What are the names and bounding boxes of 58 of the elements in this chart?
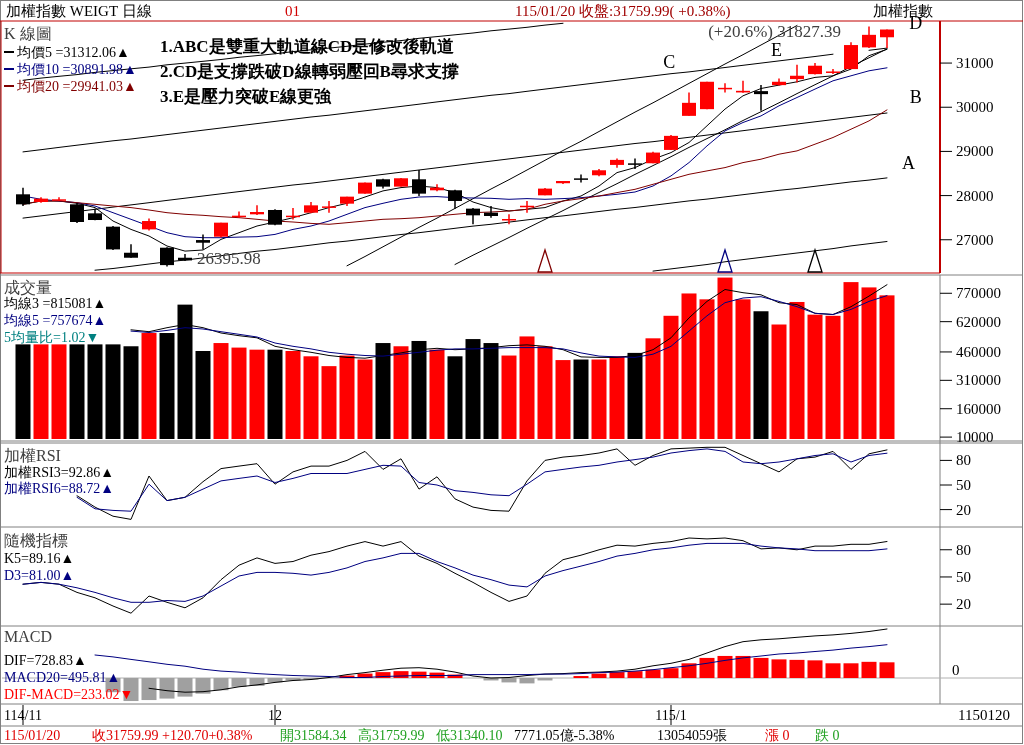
text: 開31584.34: [280, 727, 347, 743]
series-label: E: [770, 39, 782, 60]
text: 加權指數 WEIGT 日線: [6, 3, 152, 19]
text: 漲 0: [765, 727, 790, 743]
text: 0: [952, 662, 960, 678]
annotation: 5均量比=1.02▼: [4, 329, 100, 345]
x-tick-label: 115/1: [655, 707, 687, 723]
chart-title: 加權RSI: [4, 446, 61, 464]
y-tick-label: 620000: [956, 313, 1001, 330]
y-tick-label: 50: [956, 568, 971, 585]
annotation: 2.CD是支撐跌破D線轉弱壓回B尋求支撐: [160, 61, 459, 81]
text: 均線3 =815081▲: [3, 295, 107, 311]
chart-title: 成交量: [4, 278, 52, 296]
y-tick-label: 29000: [956, 143, 994, 160]
series-label: D3=81.00▲: [4, 567, 75, 583]
y-tick-label: 30000: [956, 99, 994, 116]
text: 收31759.99 +120.70+0.38%: [92, 727, 253, 743]
y-tick-label: 460000: [956, 343, 1001, 360]
text: 13054059張: [657, 727, 727, 743]
chart-title: 隨機指標: [4, 531, 68, 549]
y-tick-label: 31000: [956, 55, 994, 72]
text: 01: [285, 3, 300, 19]
y-tick-label: 27000: [956, 231, 994, 248]
y-tick-label: 50: [956, 477, 971, 493]
series-label: B: [909, 87, 922, 108]
series-label: MACD20=495.81▲: [4, 669, 121, 685]
series-label: C: [663, 52, 676, 73]
series-label: 加權RSI6=88.72▲: [4, 480, 115, 496]
text: DIF=728.83▲: [4, 652, 87, 668]
annotation: 3.E是壓力突破E線更強: [160, 86, 333, 106]
legend-label: 均價5 =31312.06▲: [16, 44, 130, 60]
text: 1150120: [958, 707, 1010, 723]
x-tick-label: 12: [268, 707, 282, 723]
series-label: 均線5 =757674▲: [3, 312, 107, 328]
x-tick-label: 114/11: [4, 707, 42, 723]
y-tick-label: 160000: [956, 400, 1001, 417]
legend-label: 均價20 =29941.03▲: [16, 78, 137, 94]
y-tick-label: 10000: [956, 429, 994, 446]
y-tick-label: 80: [956, 452, 971, 469]
series-label: A: [902, 153, 916, 174]
text: 低31340.10: [436, 727, 503, 743]
y-tick-label: 770000: [956, 285, 1001, 302]
legend-label: 均價10 =30891.98▲: [16, 61, 137, 77]
series-label: DIF-MACD=233.02▼: [4, 686, 134, 702]
y-tick-label: 310000: [956, 372, 1001, 389]
chart-title: MACD: [4, 627, 53, 645]
chart-title: K 線圖: [4, 24, 52, 42]
y-tick-label: 28000: [956, 187, 994, 204]
text: 高31759.99: [358, 727, 425, 743]
text: 加權RSI3=92.86▲: [4, 464, 115, 480]
text: 跌 0: [815, 727, 840, 743]
y-tick-label: 20: [956, 501, 971, 518]
y-tick-label: 20: [956, 596, 971, 613]
text: 7771.05億-5.38%: [514, 727, 615, 743]
y-tick-label: 80: [956, 541, 971, 558]
text: 115/01/20 收盤:31759.99( +0.38%): [515, 3, 731, 20]
series-label: K5=89.16▲: [4, 550, 75, 566]
text: 115/01/20: [4, 727, 61, 743]
